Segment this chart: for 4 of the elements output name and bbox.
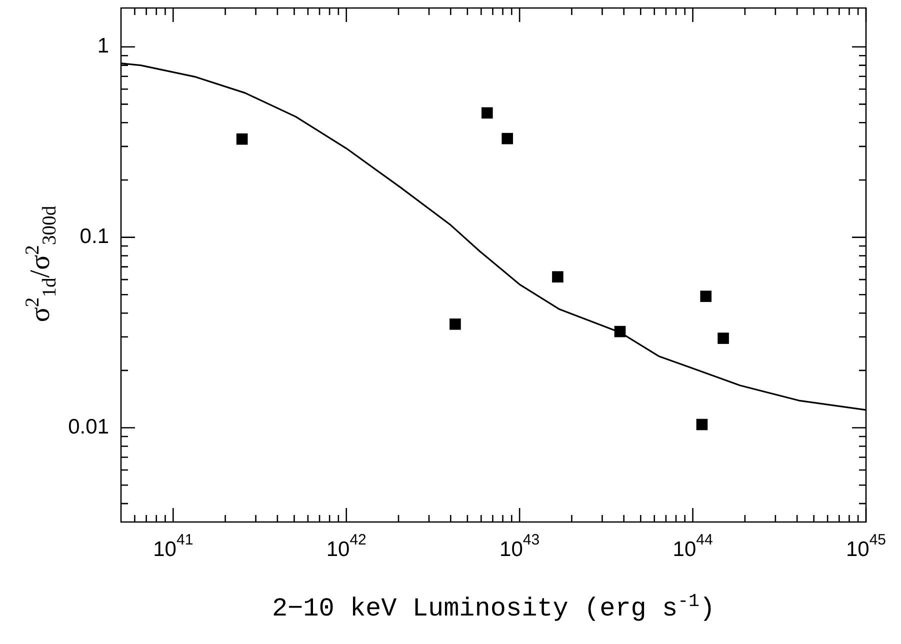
x-axis-title: 2−10 keV Luminosity (erg s$^{-1}$) <box>270 592 716 624</box>
y-tick-label: 0.01 <box>68 416 110 439</box>
y-tick-label: 1 <box>97 34 110 58</box>
y-tick-label: 0.1 <box>80 225 110 248</box>
